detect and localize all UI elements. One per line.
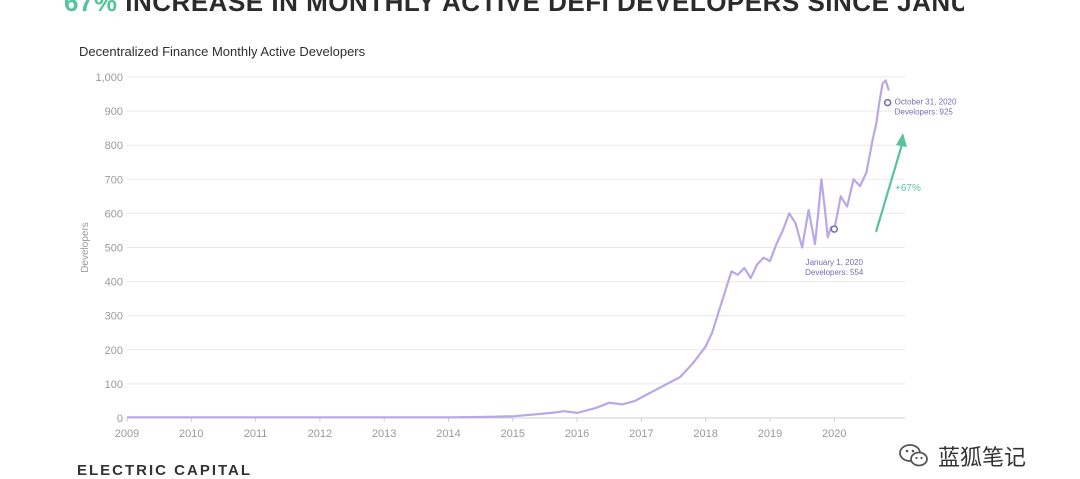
y-tick-label: 100: [105, 379, 123, 391]
wechat-icon: [899, 444, 928, 467]
y-tick-label: 0: [117, 413, 123, 425]
watermark-text: 蓝狐笔记: [938, 446, 1027, 471]
y-tick-label: 1,000: [95, 72, 123, 84]
annotation-end-value: Developers: 925: [895, 108, 954, 117]
x-tick-label: 2017: [629, 428, 653, 440]
annotation-start-value: Developers: 554: [805, 268, 864, 277]
y-tick-label: 400: [105, 277, 123, 289]
y-tick-label: 700: [105, 174, 123, 186]
x-tick-label: 2013: [372, 428, 396, 440]
headline-accent: 67%: [64, 0, 118, 17]
growth-label: +67%: [895, 183, 921, 194]
x-tick-label: 2014: [436, 428, 460, 440]
y-tick-label: 500: [105, 243, 123, 255]
headline-rest: INCREASE IN MONTHLY ACTIVE DEFI DEVELOPE…: [125, 0, 964, 17]
x-tick-label: 2018: [693, 428, 717, 440]
x-tick-label: 2020: [822, 428, 846, 440]
y-tick-label: 300: [105, 311, 123, 323]
annotation-start-date: January 1, 2020: [806, 258, 864, 267]
growth-arrow-head: [896, 133, 907, 147]
annotation-marker-end: [883, 98, 892, 107]
y-tick-label: 600: [105, 208, 123, 220]
growth-arrow-shaft: [874, 140, 905, 233]
chart-title: Decentralized Finance Monthly Active Dev…: [79, 44, 366, 59]
x-tick-label: 2011: [244, 428, 268, 440]
x-tick-label: 2016: [565, 428, 589, 440]
series-line: [127, 79, 890, 419]
watermark: 蓝狐笔记: [898, 440, 1026, 472]
x-tick-label: 2009: [115, 428, 139, 440]
x-tick-label: 2010: [179, 428, 203, 440]
x-tick-label: 2015: [501, 428, 525, 440]
headline: 67% INCREASE IN MONTHLY ACTIVE DEFI DEVE…: [64, 0, 964, 17]
y-axis-label: Developers: [80, 222, 91, 273]
annotation-marker-start: [830, 225, 839, 233]
x-tick-label: 2019: [758, 428, 782, 440]
x-tick-label: 2012: [308, 428, 332, 440]
annotation-end-date: October 31, 2020: [895, 98, 957, 107]
y-tick-label: 200: [105, 345, 123, 357]
y-tick-label: 800: [105, 140, 123, 152]
footer-logo: ELECTRIC CAPITAL: [77, 462, 253, 479]
y-tick-label: 900: [105, 106, 123, 118]
